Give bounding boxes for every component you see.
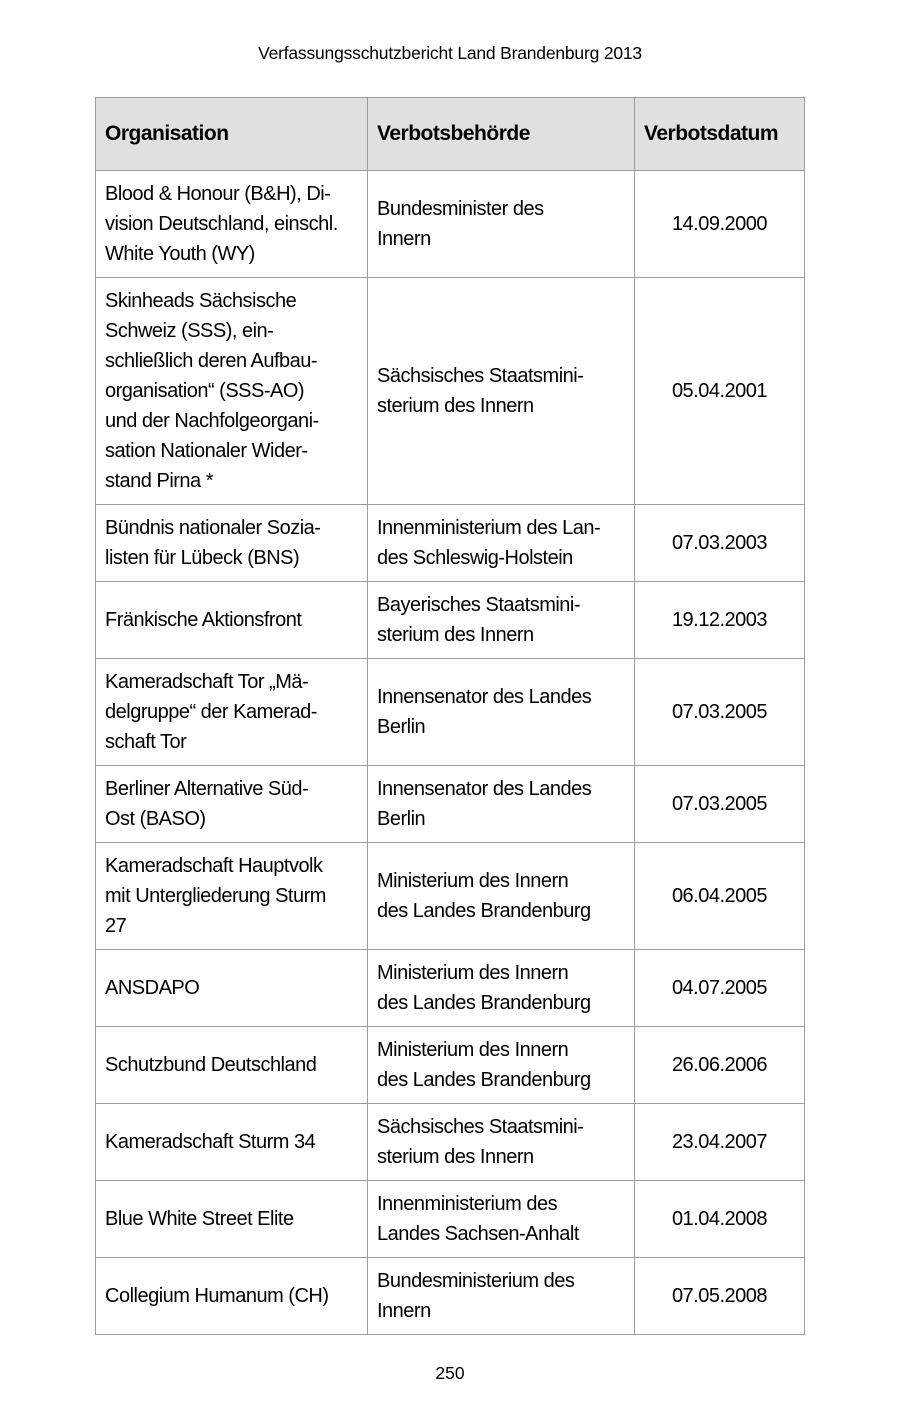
- organisation-cell: Collegium Humanum (CH): [95, 1257, 368, 1335]
- organisation-cell: Berliner Alternative Süd- Ost (BASO): [95, 765, 368, 843]
- table-row: Blue White Street Elite Innenministerium…: [95, 1180, 805, 1258]
- column-header-verbotsbehoerde: Verbotsbehörde: [367, 97, 635, 171]
- behoerde-cell: Bayerisches Staatsmini- sterium des Inne…: [367, 581, 635, 659]
- organisation-cell: Bündnis nationaler Sozia- listen für Lüb…: [95, 504, 368, 582]
- table-row: Kameradschaft Sturm 34 Sächsisches Staat…: [95, 1103, 805, 1181]
- page-number: 250: [435, 1363, 465, 1383]
- organisation-cell: Skinheads Sächsische Schweiz (SSS), ein-…: [95, 277, 368, 505]
- datum-cell: 04.07.2005: [634, 949, 805, 1027]
- behoerde-cell: Bundesministerium des Innern: [367, 1257, 635, 1335]
- table-row: Kameradschaft Tor „Mä- delgruppe“ der Ka…: [95, 658, 805, 766]
- datum-cell: 07.03.2003: [634, 504, 805, 582]
- table-row: Collegium Humanum (CH) Bundesministerium…: [95, 1257, 805, 1335]
- table-row: Berliner Alternative Süd- Ost (BASO) Inn…: [95, 765, 805, 843]
- behoerde-cell: Ministerium des Innern des Landes Brande…: [367, 1026, 635, 1104]
- datum-cell: 01.04.2008: [634, 1180, 805, 1258]
- table-row: Blood & Honour (B&H), Di- vision Deutsch…: [95, 170, 805, 278]
- behoerde-cell: Innenministerium des Landes Sachsen-Anha…: [367, 1180, 635, 1258]
- banned-organisations-table: Organisation Verbotsbehörde Verbotsdatum…: [95, 97, 805, 1335]
- datum-cell: 26.06.2006: [634, 1026, 805, 1104]
- table-row: Schutzbund Deutschland Ministerium des I…: [95, 1026, 805, 1104]
- datum-cell: 07.03.2005: [634, 658, 805, 766]
- table-row: Bündnis nationaler Sozia- listen für Lüb…: [95, 504, 805, 582]
- table-header-row: Organisation Verbotsbehörde Verbotsdatum: [95, 97, 805, 171]
- table-row: Fränkische Aktionsfront Bayerisches Staa…: [95, 581, 805, 659]
- datum-cell: 23.04.2007: [634, 1103, 805, 1181]
- running-header-title: Verfassungsschutzbericht Land Brandenbur…: [258, 43, 642, 63]
- organisation-cell: Kameradschaft Tor „Mä- delgruppe“ der Ka…: [95, 658, 368, 766]
- table-row: ANSDAPO Ministerium des Innern des Lande…: [95, 949, 805, 1027]
- behoerde-cell: Sächsisches Staatsmini- sterium des Inne…: [367, 1103, 635, 1181]
- organisation-cell: Fränkische Aktionsfront: [95, 581, 368, 659]
- behoerde-cell: Ministerium des Innern des Landes Brande…: [367, 949, 635, 1027]
- datum-cell: 19.12.2003: [634, 581, 805, 659]
- table-row: Kameradschaft Hauptvolk mit Unterglieder…: [95, 842, 805, 950]
- datum-cell: 06.04.2005: [634, 842, 805, 950]
- column-header-organisation: Organisation: [95, 97, 368, 171]
- behoerde-cell: Ministerium des Innern des Landes Brande…: [367, 842, 635, 950]
- table-row: Skinheads Sächsische Schweiz (SSS), ein-…: [95, 277, 805, 505]
- behoerde-cell: Innenministerium des Lan- des Schleswig-…: [367, 504, 635, 582]
- behoerde-cell: Innensenator des Landes Berlin: [367, 765, 635, 843]
- column-header-verbotsdatum: Verbotsdatum: [634, 97, 805, 171]
- datum-cell: 14.09.2000: [634, 170, 805, 278]
- organisation-cell: ANSDAPO: [95, 949, 368, 1027]
- organisation-cell: Kameradschaft Sturm 34: [95, 1103, 368, 1181]
- organisation-cell: Blue White Street Elite: [95, 1180, 368, 1258]
- organisation-cell: Blood & Honour (B&H), Di- vision Deutsch…: [95, 170, 368, 278]
- datum-cell: 05.04.2001: [634, 277, 805, 505]
- datum-cell: 07.05.2008: [634, 1257, 805, 1335]
- behoerde-cell: Innensenator des Landes Berlin: [367, 658, 635, 766]
- datum-cell: 07.03.2005: [634, 765, 805, 843]
- organisation-cell: Schutzbund Deutschland: [95, 1026, 368, 1104]
- behoerde-cell: Bundesminister des Innern: [367, 170, 635, 278]
- behoerde-cell: Sächsisches Staatsmini- sterium des Inne…: [367, 277, 635, 505]
- organisation-cell: Kameradschaft Hauptvolk mit Unterglieder…: [95, 842, 368, 950]
